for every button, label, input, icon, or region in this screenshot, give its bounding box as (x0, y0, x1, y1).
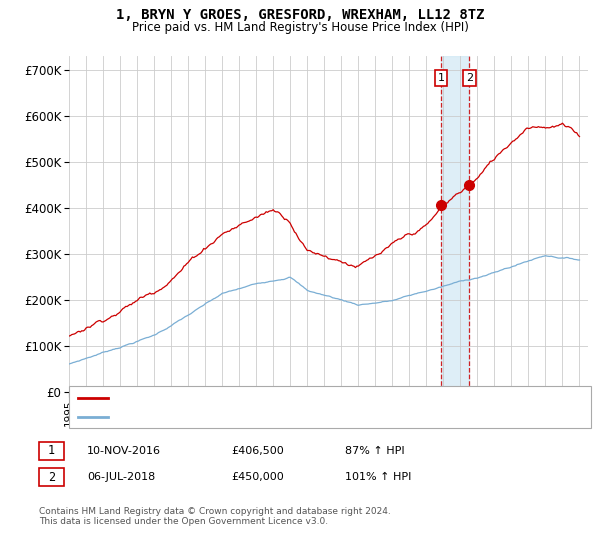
Text: HPI: Average price, detached house, Wrexham: HPI: Average price, detached house, Wrex… (114, 412, 356, 422)
Text: 101% ↑ HPI: 101% ↑ HPI (345, 472, 412, 482)
Text: 2: 2 (48, 470, 55, 484)
Bar (441, 56, 469, 392)
Text: Contains HM Land Registry data © Crown copyright and database right 2024.
This d: Contains HM Land Registry data © Crown c… (39, 507, 391, 526)
Text: 1, BRYN Y GROES, GRESFORD, WREXHAM, LL12 8TZ: 1, BRYN Y GROES, GRESFORD, WREXHAM, LL12… (116, 8, 484, 22)
Text: 87% ↑ HPI: 87% ↑ HPI (345, 446, 404, 456)
Text: 10-NOV-2016: 10-NOV-2016 (87, 446, 161, 456)
Text: 1, BRYN Y GROES, GRESFORD, WREXHAM, LL12 8TZ (detached house): 1, BRYN Y GROES, GRESFORD, WREXHAM, LL12… (114, 393, 479, 403)
Text: £450,000: £450,000 (231, 472, 284, 482)
Text: £406,500: £406,500 (231, 446, 284, 456)
Text: 1: 1 (48, 444, 55, 458)
Text: Price paid vs. HM Land Registry's House Price Index (HPI): Price paid vs. HM Land Registry's House … (131, 21, 469, 34)
Text: 1: 1 (437, 73, 445, 83)
Text: 2: 2 (466, 73, 473, 83)
Text: 06-JUL-2018: 06-JUL-2018 (87, 472, 155, 482)
